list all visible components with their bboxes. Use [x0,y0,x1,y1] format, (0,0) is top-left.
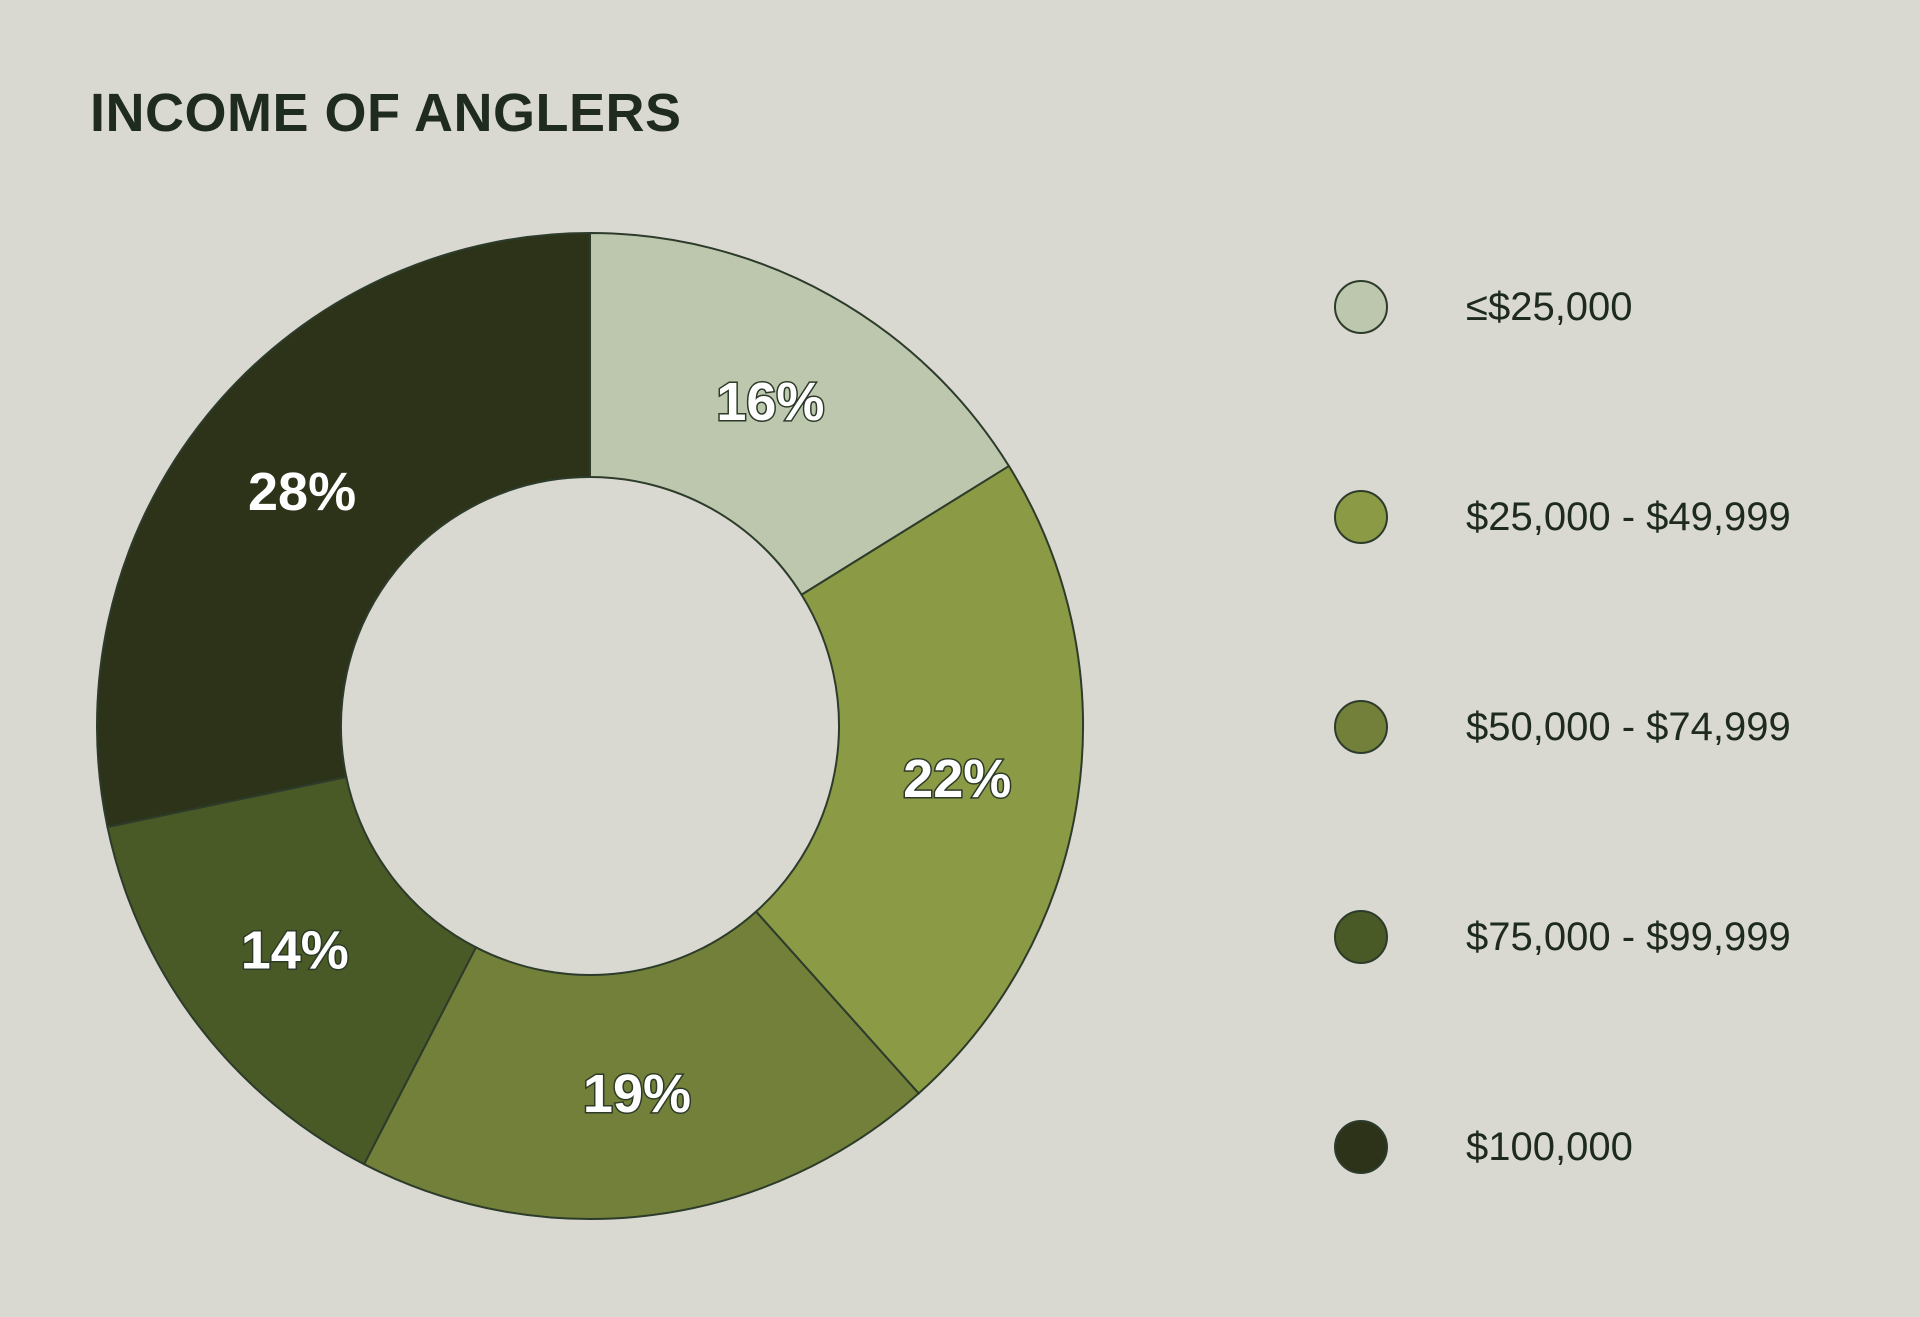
legend-swatch-icon [1334,1120,1388,1174]
chart-title: INCOME OF ANGLERS [90,83,682,143]
legend: ≤$25,000 $25,000 - $49,999 $50,000 - $74… [1334,0,1894,1317]
legend-label: $50,000 - $74,999 [1466,705,1791,749]
legend-label: ≤$25,000 [1466,285,1633,329]
legend-swatch-icon [1334,700,1388,754]
legend-swatch-icon [1334,910,1388,964]
donut-slice [106,775,478,1166]
donut-labels: 16% 22% 19% 14% 28% [239,370,1013,1125]
legend-swatch-icon [1334,490,1388,544]
legend-label: $100,000 [1466,1125,1633,1169]
legend-item: $50,000 - $74,999 [1334,697,1791,757]
slice-percent-label: 22% [903,749,1011,809]
donut-slices [96,231,1084,1221]
legend-label: $75,000 - $99,999 [1466,915,1791,959]
legend-item: $75,000 - $99,999 [1334,907,1791,967]
slice-percent-label: 16% [716,372,824,432]
slice-percent-label: 19% [583,1064,691,1124]
slice-percent-label: 28% [248,462,356,522]
donut-slice [589,231,1011,597]
legend-item: ≤$25,000 [1334,277,1633,337]
donut-slice [96,231,591,829]
legend-item: $25,000 - $49,999 [1334,487,1791,547]
donut-slice [362,910,921,1221]
legend-item: $100,000 [1334,1117,1633,1177]
donut-slice [754,464,1084,1095]
slice-percent-label: 14% [241,921,349,981]
legend-swatch-icon [1334,280,1388,334]
legend-label: $25,000 - $49,999 [1466,495,1791,539]
